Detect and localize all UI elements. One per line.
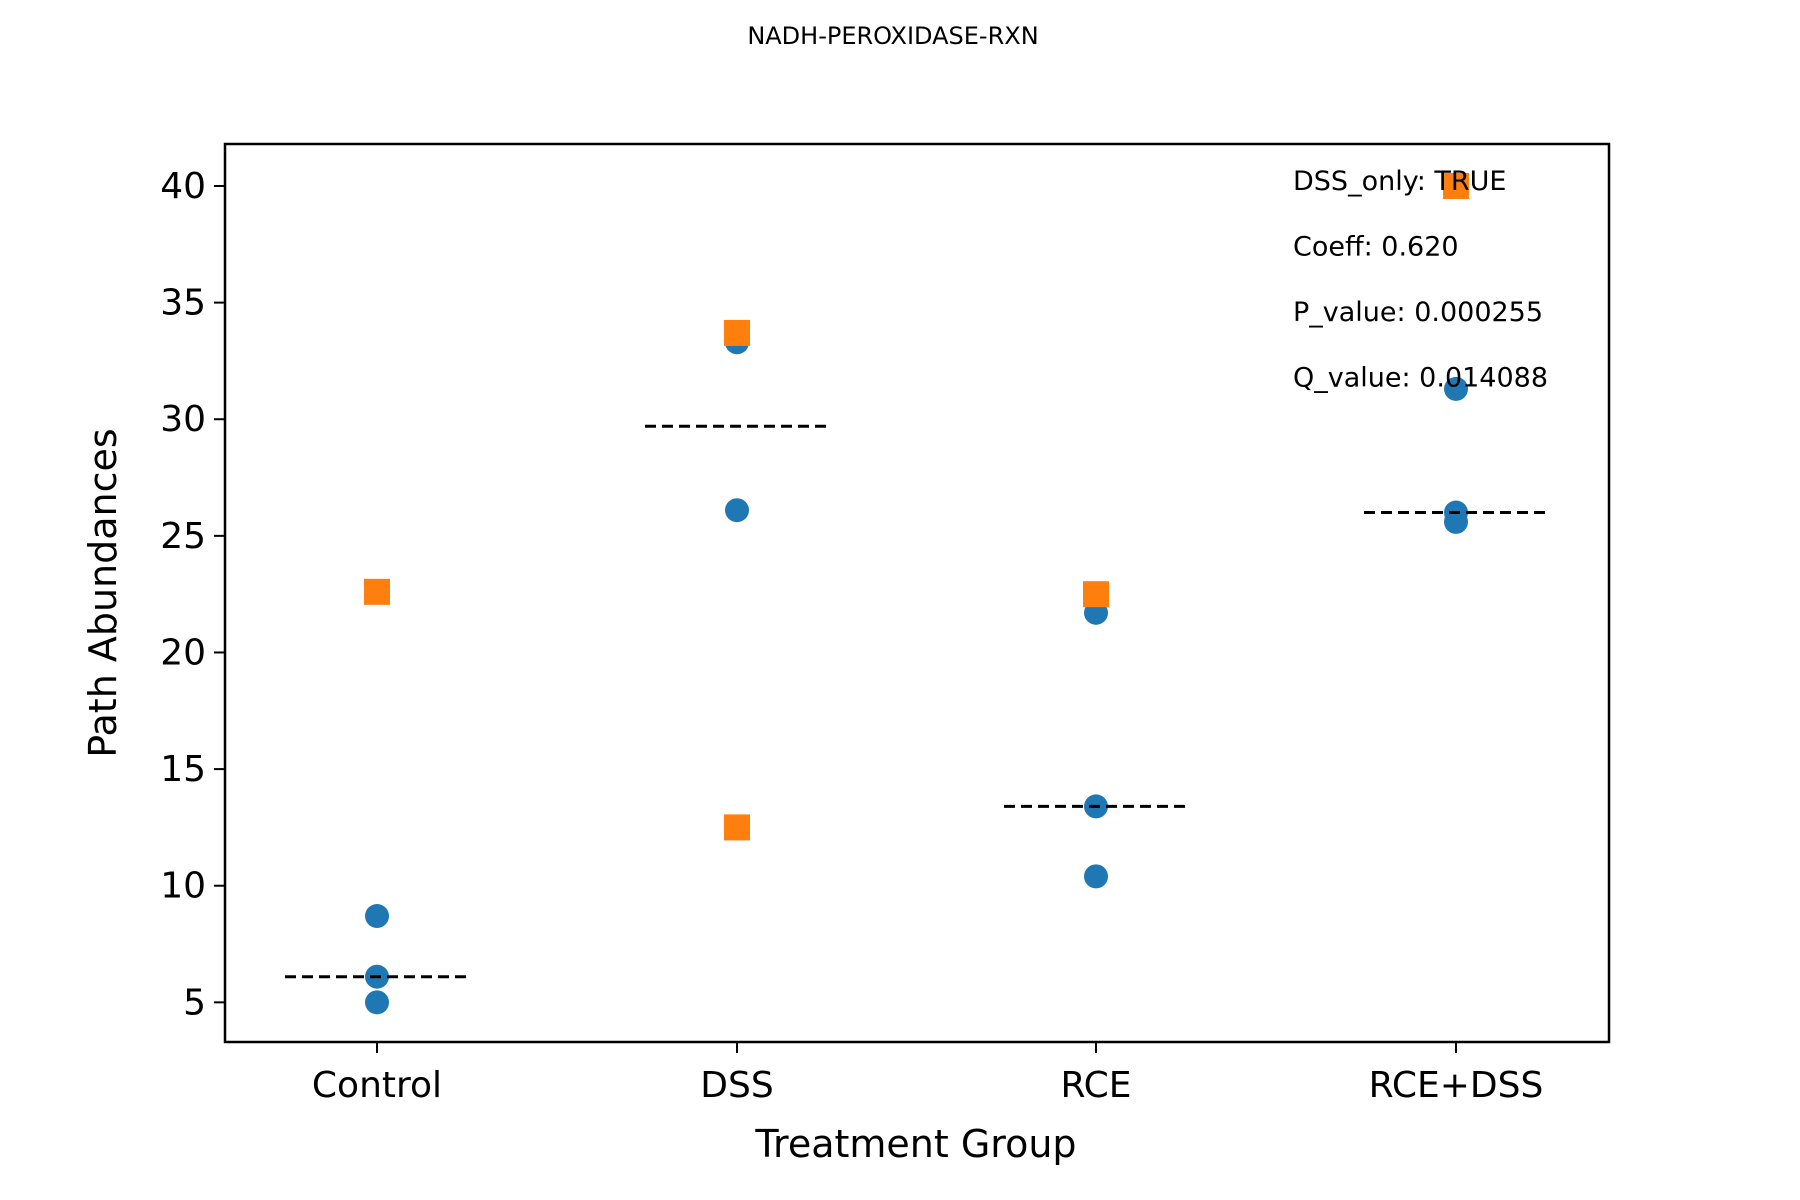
data-point-square <box>724 319 750 346</box>
y-tick-label: 15 <box>160 749 206 790</box>
stats-annotation: Q_value: 0.014088 <box>1293 363 1548 394</box>
data-point-square <box>364 578 390 605</box>
data-point-square <box>724 814 750 841</box>
stats-annotation: Coeff: 0.620 <box>1293 232 1459 263</box>
y-tick-label: 40 <box>160 166 206 207</box>
data-point-circle <box>365 990 389 1015</box>
x-axis-label: Treatment Group <box>754 1122 1076 1166</box>
y-tick-label: 25 <box>160 516 206 557</box>
x-tick-label: RCE <box>1060 1065 1131 1106</box>
y-tick-label: 5 <box>183 982 206 1023</box>
stats-annotation: DSS_only: TRUE <box>1293 166 1506 197</box>
y-tick-label: 35 <box>160 283 206 324</box>
mean-lines <box>285 424 1548 979</box>
x-tick-label: DSS <box>700 1065 773 1106</box>
x-axis: Control DSS RCE RCE+DSS <box>312 1042 1543 1106</box>
y-axis-label: Path Abundances <box>81 428 125 757</box>
x-tick-label: RCE+DSS <box>1369 1065 1544 1106</box>
data-point-circle <box>365 904 389 929</box>
data-point-circle <box>1084 864 1108 889</box>
data-point-circle <box>1444 376 1468 401</box>
chart-title: NADH-PEROXIDASE-RXN <box>747 22 1038 50</box>
y-tick-label: 30 <box>160 399 206 440</box>
y-axis: 5 10 15 20 25 30 35 40 <box>160 166 225 1023</box>
plot-frame <box>223 142 1611 1044</box>
data-point-circle <box>1444 509 1468 534</box>
data-point-square <box>1083 581 1109 608</box>
y-tick-label: 20 <box>160 632 206 673</box>
data-point-circle <box>725 498 749 523</box>
stats-annotation: P_value: 0.000255 <box>1293 297 1543 328</box>
stats-annotations: DSS_only: TRUE Coeff: 0.620 P_value: 0.000… <box>1293 166 1548 394</box>
x-tick-label: Control <box>312 1065 442 1106</box>
y-tick-label: 10 <box>160 866 206 907</box>
data-point-square <box>1443 172 1469 199</box>
